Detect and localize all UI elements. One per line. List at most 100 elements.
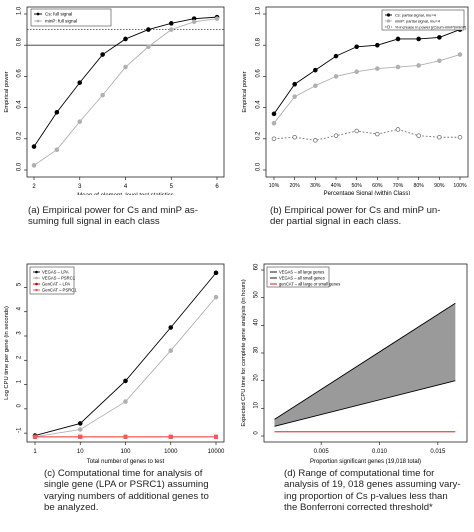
legend-marker: [386, 25, 391, 29]
x-axis-label: Mean of element–level test statistics: [77, 193, 173, 195]
x-tick-label: 20%: [289, 183, 300, 189]
x-tick-label: 0.005: [314, 449, 330, 455]
x-tick-label: 1: [33, 449, 37, 455]
data-point: [168, 21, 174, 26]
data-point: [54, 147, 60, 153]
legend-label: VEGAS – all small genes: [279, 275, 325, 280]
y-tick-label: 0.4: [17, 100, 23, 109]
y-tick-label: 20: [254, 374, 260, 381]
y-tick-label: 50: [254, 291, 260, 298]
series-line-2: [273, 54, 461, 124]
data-point: [395, 36, 401, 42]
data-point: [33, 434, 37, 439]
series-line-1: [34, 272, 217, 437]
legend-box: [381, 9, 465, 31]
data-point: [457, 134, 463, 140]
legend-marker: [36, 19, 40, 23]
x-tick-label: 0.015: [430, 449, 446, 455]
x-tick-label: 4: [124, 184, 128, 190]
data-point: [31, 163, 37, 168]
data-point: [375, 66, 380, 71]
legend-label: VEGAS – all large genes: [279, 269, 324, 274]
data-point: [123, 378, 128, 384]
data-point: [313, 138, 318, 143]
x-tick-label: 5: [170, 184, 174, 190]
data-point: [292, 94, 297, 99]
y-tick-label: 0.8: [17, 37, 23, 46]
data-point: [123, 399, 128, 404]
legend-label: VEGAS – PSRC1: [42, 275, 76, 280]
data-point: [457, 52, 463, 57]
data-point: [77, 427, 83, 432]
data-point: [78, 434, 83, 439]
data-point: [100, 92, 105, 98]
y-tick-label: 0.4: [256, 100, 262, 109]
data-point: [54, 109, 60, 115]
data-point: [213, 294, 219, 300]
range-area: [274, 303, 456, 427]
data-point: [354, 44, 359, 50]
legend-label: minP: partial signal, mu=4: [395, 18, 441, 23]
data-point: [313, 83, 318, 89]
x-tick-label: 30%: [310, 183, 321, 189]
x-tick-label: 40%: [331, 183, 342, 189]
y-axis-label: Empirical power: [242, 71, 248, 112]
legend-marker: [35, 276, 38, 280]
data-point: [77, 421, 83, 426]
legend-marker: [35, 282, 38, 286]
x-tick-label: 6: [215, 184, 219, 190]
chart-panel-a: 0.0 0.2 0.4 0.6 0.8 1.0 2 3 4 5 6 Mean of element–l…: [0, 0, 237, 199]
y-tick-label: 10: [254, 401, 260, 408]
data-point: [123, 434, 128, 439]
data-point: [395, 64, 401, 70]
data-point: [333, 53, 339, 59]
legend-marker: [386, 19, 391, 23]
chart-a: 0.0 0.2 0.4 0.6 0.8 1.0 2 3 4 5 6 Mean of element–l…: [4, 6, 225, 199]
y-tick-label: 0.6: [256, 69, 262, 78]
chart-b: 0.0 0.2 0.4 0.6 0.8 1.0 10% 20% 30% 40% 50% 60% 70% 8…: [242, 6, 469, 197]
caption-d-text: (d) Range of computational time for anal…: [284, 468, 461, 514]
legend-marker: [35, 270, 38, 274]
chart-panel-d: 0 10 20 30 40 50 60 0.005 0.010 0.015 Proportion s…: [237, 258, 474, 466]
data-point: [416, 63, 421, 68]
series-line-3: [273, 128, 460, 141]
plot-frame: [265, 6, 469, 178]
data-point: [354, 128, 359, 134]
legend-box: [266, 266, 330, 288]
y-axis-label: Log CPU time per gene (in seconds): [4, 306, 10, 400]
y-tick-label: 2: [17, 355, 23, 359]
data-point: [31, 144, 37, 149]
data-point: [271, 136, 277, 142]
y-tick-label: 0: [254, 431, 260, 435]
caption-a: (a) Empirical power for Cs and minP as- …: [28, 205, 233, 228]
y-tick-label: 4: [17, 306, 23, 310]
x-tick-label: 50%: [351, 183, 362, 189]
y-tick-label: 0.2: [256, 131, 262, 140]
y-tick-label: 0.0: [256, 162, 262, 171]
series-line-2: [34, 296, 217, 438]
x-tick-label: 60%: [372, 183, 383, 189]
x-tick-label: 100: [120, 449, 131, 455]
x-axis-label: Total number of genes to test: [87, 459, 165, 465]
x-tick-label: 2: [32, 184, 36, 190]
x-tick-label: 10: [77, 449, 84, 455]
caption-c: (c) Computational time for analysis of s…: [44, 468, 234, 514]
legend-label: Cs: full signal: [45, 12, 72, 17]
data-point: [146, 27, 151, 32]
data-point: [100, 52, 105, 57]
data-point: [292, 81, 297, 87]
data-point: [354, 69, 359, 75]
data-point: [313, 67, 318, 73]
y-tick-label: 0.2: [17, 131, 23, 140]
data-point: [437, 58, 442, 64]
data-point: [77, 119, 83, 124]
x-tick-label: 1000: [164, 449, 178, 455]
data-point: [271, 120, 277, 126]
legend: Cs: full signal minP: full signal: [30, 8, 112, 27]
x-tick-label: 100%: [453, 183, 467, 189]
y-tick-label: 0.8: [256, 37, 262, 46]
data-point: [375, 42, 380, 48]
